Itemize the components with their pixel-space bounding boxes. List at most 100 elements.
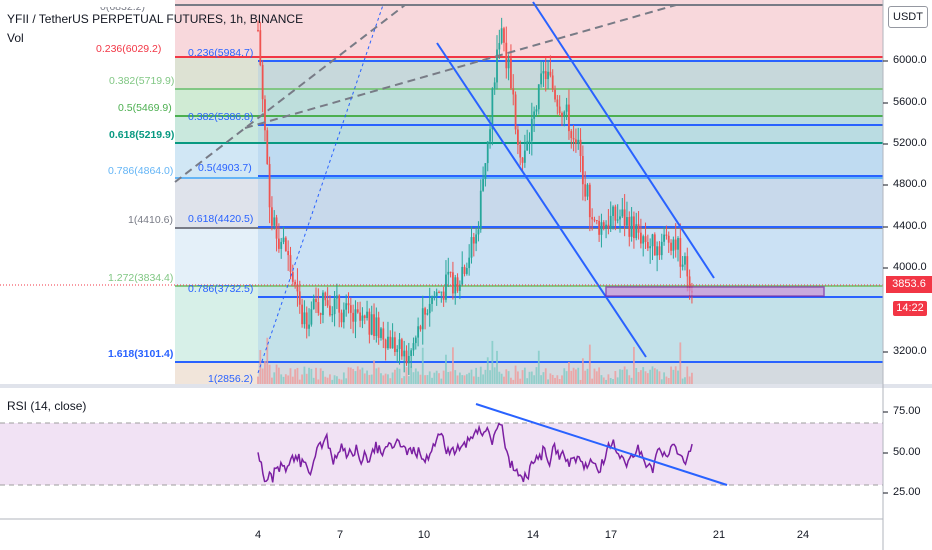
candle-body [333,298,336,315]
volume-bar [681,378,684,384]
volume-bar [642,367,645,384]
volume-bar [677,370,679,384]
volume-bar [533,375,536,384]
candle-body [644,236,647,243]
volume-bar [691,372,693,384]
volume-bar [482,374,484,384]
candle-body [442,291,445,300]
fib-label-top-partial: 0(6832.2) [100,1,145,13]
volume-bar [614,371,617,384]
candle-body [533,111,536,119]
candle-body [373,314,375,337]
volume-bar [575,369,577,384]
candle-body [537,84,540,110]
candle-body [500,28,503,43]
volume-bar [626,369,628,384]
candle-body [398,339,401,349]
candle-body [658,246,661,256]
candle-body [465,268,468,274]
candle-body [405,350,408,364]
volume-bar [528,371,531,384]
time-tick-4: 4 [254,529,262,541]
volume-bar [387,374,389,384]
channel-lines[interactable] [436,1,715,358]
candle-body [356,309,359,313]
candle-body [363,315,366,319]
volume-bar [468,372,471,384]
last-price-tag: 3853.6 [886,276,932,293]
volume-bar [322,370,324,384]
candle-body [489,129,491,142]
candle-body [595,220,598,222]
rsi-trendline[interactable] [475,403,728,486]
candle-body [653,234,656,256]
candle-body [380,328,382,338]
candle-body [614,206,617,221]
time-tick-21: 21 [712,529,726,541]
volume-bar [549,373,552,384]
volume-bar [308,367,310,384]
volume-bar [461,375,464,384]
volume-bar [607,374,610,384]
volume-bar [403,376,406,384]
volume-bar [633,346,635,384]
currency-button[interactable]: USDT [888,6,928,28]
volume-bar [277,367,280,384]
candle-body [667,235,670,243]
volume-indicator-label[interactable]: Vol [7,31,24,45]
volume-bar [688,376,691,384]
volume-bar [384,373,387,384]
candle-body [554,89,556,100]
volume-bar [639,370,642,384]
candle-body [679,238,682,267]
candle-body [315,298,317,303]
volume-bar [660,379,663,384]
volume-bar [289,368,292,384]
candle-body [317,302,320,313]
volume-bar [349,367,352,384]
volume-bar [398,368,401,384]
candle-body [496,49,498,83]
candle-body [361,315,364,321]
volume-bar [563,368,566,384]
volume-bar [667,378,670,384]
volume-bar [273,372,276,384]
rsi-indicator-label[interactable]: RSI (14, close) [7,399,87,413]
volume-bar [665,376,668,384]
dashed-trendlines[interactable] [174,4,677,183]
candle-body [463,266,466,274]
candle-body [438,292,440,294]
volume-bar [551,374,554,384]
price-tick-3200: 3200.0 [893,345,927,357]
candle-body [591,217,594,220]
volume-bar [565,371,568,384]
fib-left-label-4: 0.786(4864.0) [108,165,174,177]
volume-bar [496,350,498,384]
candle-body [289,255,292,272]
volume-bar [484,369,487,384]
volume-bar [305,373,308,384]
candle-body [572,138,575,140]
dotted-trendline[interactable] [257,4,384,374]
chart-title[interactable]: YFII / TetherUS PERPETUAL FUTURES, 1h, B… [7,12,304,26]
candle-body [556,99,559,107]
candle-body [322,292,324,316]
candle-body [479,190,482,230]
fib-right-label-5: 1(2856.2) [208,373,253,385]
volume-bar [431,377,433,384]
candle-body [688,276,691,291]
candle-body [660,241,663,256]
support-zone-box[interactable] [605,286,825,297]
pane-divider[interactable] [0,384,932,388]
volume-bar [319,368,322,384]
candle-body [514,94,517,130]
fib-right-zones [258,61,883,384]
candle-body [577,139,580,144]
volume-bar [329,374,331,384]
volume-bar [605,379,607,384]
candle-body [635,224,638,239]
volume-bar [581,358,584,384]
volume-bar [609,377,612,384]
candle-body [298,291,301,305]
